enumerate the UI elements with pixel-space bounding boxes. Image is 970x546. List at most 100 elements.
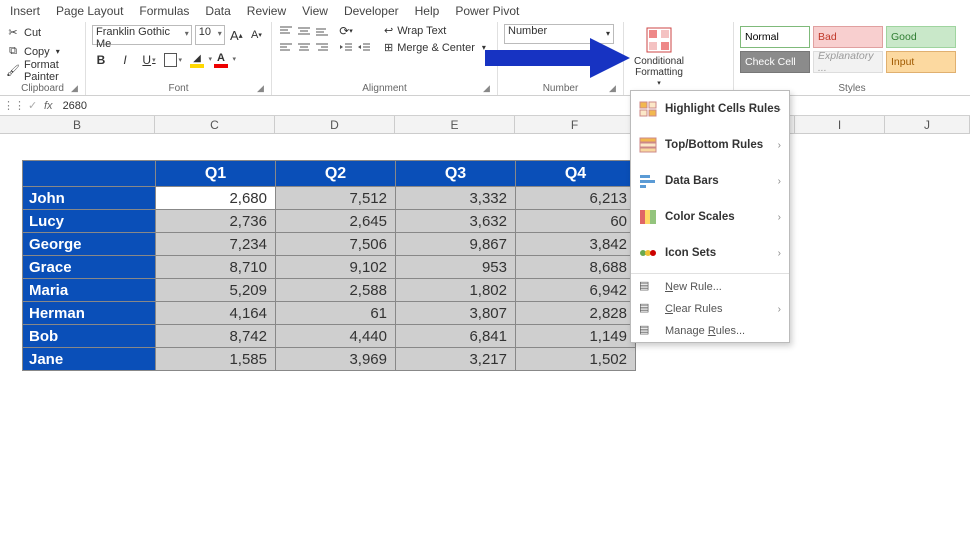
- row-name[interactable]: Lucy: [23, 210, 156, 233]
- tab-power-pivot[interactable]: Power Pivot: [447, 4, 527, 18]
- style-cell[interactable]: Check Cell: [740, 51, 810, 73]
- align-right-button[interactable]: [314, 40, 330, 54]
- data-cell[interactable]: 2,736: [156, 210, 276, 233]
- increase-indent-button[interactable]: [356, 40, 372, 54]
- cf-menu-footer-item[interactable]: ▤New Rule...: [631, 276, 789, 298]
- data-cell[interactable]: 1,502: [516, 348, 636, 371]
- decrease-font-button[interactable]: A▾: [248, 26, 265, 44]
- cut-button[interactable]: ✂Cut: [6, 24, 79, 41]
- data-cell[interactable]: 3,332: [396, 187, 516, 210]
- conditional-formatting-button[interactable]: Conditional Formatting▾: [630, 26, 688, 89]
- tab-help[interactable]: Help: [407, 4, 448, 18]
- fill-color-button[interactable]: ◢▾: [188, 51, 206, 69]
- data-cell[interactable]: 8,742: [156, 325, 276, 348]
- data-cell[interactable]: 3,217: [396, 348, 516, 371]
- tab-page-layout[interactable]: Page Layout: [48, 4, 131, 18]
- decrease-indent-button[interactable]: [338, 40, 354, 54]
- quarter-header[interactable]: Q1: [156, 161, 276, 187]
- border-button[interactable]: ▾: [164, 51, 182, 69]
- format-painter-button[interactable]: 🖌Format Painter: [6, 62, 79, 79]
- worksheet[interactable]: BCDEFIJ Q1Q2Q3Q4John2,6807,5123,3326,213…: [0, 116, 970, 134]
- data-cell[interactable]: 6,942: [516, 279, 636, 302]
- style-cell[interactable]: Explanatory ...: [813, 51, 883, 73]
- data-cell[interactable]: 1,802: [396, 279, 516, 302]
- clipboard-launcher[interactable]: ◢: [71, 83, 81, 93]
- tab-formulas[interactable]: Formulas: [131, 4, 197, 18]
- style-cell[interactable]: Bad: [813, 26, 883, 48]
- data-cell[interactable]: 5,209: [156, 279, 276, 302]
- col-header[interactable]: D: [275, 116, 395, 133]
- col-header[interactable]: C: [155, 116, 275, 133]
- row-name[interactable]: John: [23, 187, 156, 210]
- alignment-launcher[interactable]: ◢: [483, 83, 493, 93]
- row-name[interactable]: Bob: [23, 325, 156, 348]
- data-table[interactable]: Q1Q2Q3Q4John2,6807,5123,3326,213Lucy2,73…: [22, 160, 636, 371]
- col-header[interactable]: E: [395, 116, 515, 133]
- underline-button[interactable]: U▾: [140, 51, 158, 69]
- row-name[interactable]: George: [23, 233, 156, 256]
- data-cell[interactable]: 3,842: [516, 233, 636, 256]
- data-cell[interactable]: 6,841: [396, 325, 516, 348]
- cf-menu-footer-item[interactable]: ▤Clear Rules›: [631, 298, 789, 320]
- data-cell[interactable]: 2,645: [276, 210, 396, 233]
- data-cell[interactable]: 7,506: [276, 233, 396, 256]
- col-header[interactable]: I: [795, 116, 885, 133]
- wrap-text-button[interactable]: ↩Wrap Text: [384, 24, 486, 37]
- column-headers[interactable]: BCDEFIJ: [0, 116, 970, 134]
- data-cell[interactable]: 7,512: [276, 187, 396, 210]
- style-cell[interactable]: Good: [886, 26, 956, 48]
- cf-menu-item[interactable]: Data Bars›: [631, 163, 789, 199]
- number-launcher[interactable]: ◢: [609, 83, 619, 93]
- tab-review[interactable]: Review: [239, 4, 294, 18]
- cf-menu-item[interactable]: Top/Bottom Rules›: [631, 127, 789, 163]
- cf-menu-item[interactable]: Color Scales›: [631, 199, 789, 235]
- data-cell[interactable]: 4,440: [276, 325, 396, 348]
- styles-gallery[interactable]: NormalBadGoodCheck CellExplanatory ...In…: [740, 26, 964, 73]
- data-cell[interactable]: 4,164: [156, 302, 276, 325]
- increase-font-button[interactable]: A▴: [228, 26, 245, 44]
- data-cell[interactable]: 8,710: [156, 256, 276, 279]
- data-cell[interactable]: 6,213: [516, 187, 636, 210]
- tab-data[interactable]: Data: [197, 4, 238, 18]
- data-cell[interactable]: 953: [396, 256, 516, 279]
- align-middle-button[interactable]: [296, 24, 312, 38]
- data-cell[interactable]: 2,828: [516, 302, 636, 325]
- check-icon[interactable]: ✓: [28, 99, 38, 112]
- align-top-button[interactable]: [278, 24, 294, 38]
- data-cell[interactable]: 8,688: [516, 256, 636, 279]
- orientation-button[interactable]: ⟳▾: [338, 24, 354, 38]
- tab-view[interactable]: View: [294, 4, 336, 18]
- copy-button[interactable]: ⧉Copy▾: [6, 43, 79, 60]
- data-cell[interactable]: 3,969: [276, 348, 396, 371]
- bold-button[interactable]: B: [92, 51, 110, 69]
- data-cell[interactable]: 9,102: [276, 256, 396, 279]
- row-name[interactable]: Jane: [23, 348, 156, 371]
- cf-menu-item[interactable]: Highlight Cells Rules›: [631, 91, 789, 127]
- font-color-button[interactable]: A▾: [212, 51, 230, 69]
- formula-value[interactable]: 2680: [59, 100, 91, 112]
- font-launcher[interactable]: ◢: [257, 83, 267, 93]
- fx-icon[interactable]: fx: [38, 100, 59, 112]
- cf-menu-item[interactable]: Icon Sets›: [631, 235, 789, 271]
- quarter-header[interactable]: Q4: [516, 161, 636, 187]
- data-cell[interactable]: 3,632: [396, 210, 516, 233]
- data-cell[interactable]: 60: [516, 210, 636, 233]
- cf-menu-footer-item[interactable]: ▤Manage Rules...: [631, 320, 789, 342]
- italic-button[interactable]: I: [116, 51, 134, 69]
- data-cell[interactable]: 1,149: [516, 325, 636, 348]
- fbar-left-icon[interactable]: ⋮⋮: [0, 99, 28, 112]
- row-name[interactable]: Herman: [23, 302, 156, 325]
- data-cell[interactable]: 1,585: [156, 348, 276, 371]
- quarter-header[interactable]: Q2: [276, 161, 396, 187]
- align-center-button[interactable]: [296, 40, 312, 54]
- data-cell[interactable]: 61: [276, 302, 396, 325]
- row-name[interactable]: Maria: [23, 279, 156, 302]
- data-cell[interactable]: 2,680: [156, 187, 276, 210]
- col-header[interactable]: B: [0, 116, 155, 133]
- merge-center-button[interactable]: ⊞Merge & Center▾: [384, 41, 486, 54]
- tab-developer[interactable]: Developer: [336, 4, 407, 18]
- font-size-select[interactable]: 10▾: [195, 25, 225, 45]
- col-header[interactable]: J: [885, 116, 970, 133]
- align-bottom-button[interactable]: [314, 24, 330, 38]
- data-cell[interactable]: 7,234: [156, 233, 276, 256]
